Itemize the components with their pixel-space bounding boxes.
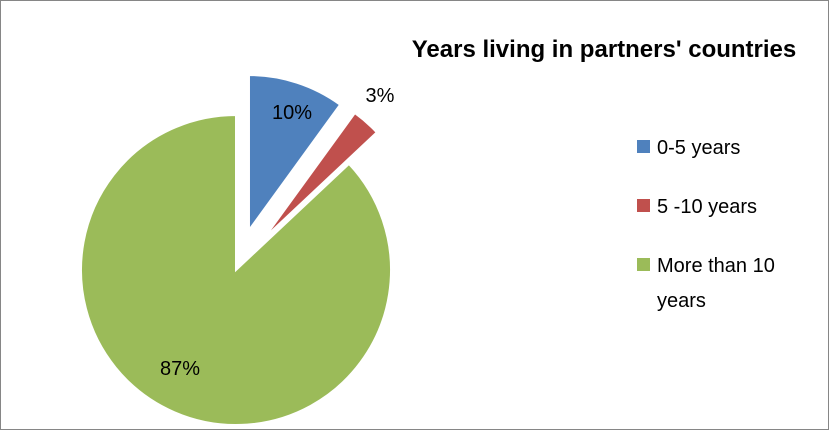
legend-swatch-1 xyxy=(637,140,650,153)
pie-slices xyxy=(80,74,392,426)
pie-slice-1 xyxy=(247,74,342,234)
pie-slice-3 xyxy=(80,113,392,426)
data-label-3: 87% xyxy=(160,358,200,380)
legend: 0-5 years 5 -10 years More than 10 years xyxy=(637,137,775,312)
data-label-1: 10% xyxy=(272,102,312,124)
legend-label-3-line-1: More than 10 xyxy=(657,255,775,277)
legend-swatch-3 xyxy=(637,258,650,271)
data-labels: 10% 3% 87% xyxy=(160,85,395,380)
chart-title: Years living in partners' countries xyxy=(412,36,797,63)
pie-slice-2 xyxy=(262,111,379,240)
legend-label-2: 5 -10 years xyxy=(657,196,757,218)
data-label-2: 3% xyxy=(366,85,395,107)
legend-label-3-line-2: years xyxy=(657,290,706,312)
legend-swatch-2 xyxy=(637,199,650,212)
legend-label-1: 0-5 years xyxy=(657,137,740,159)
